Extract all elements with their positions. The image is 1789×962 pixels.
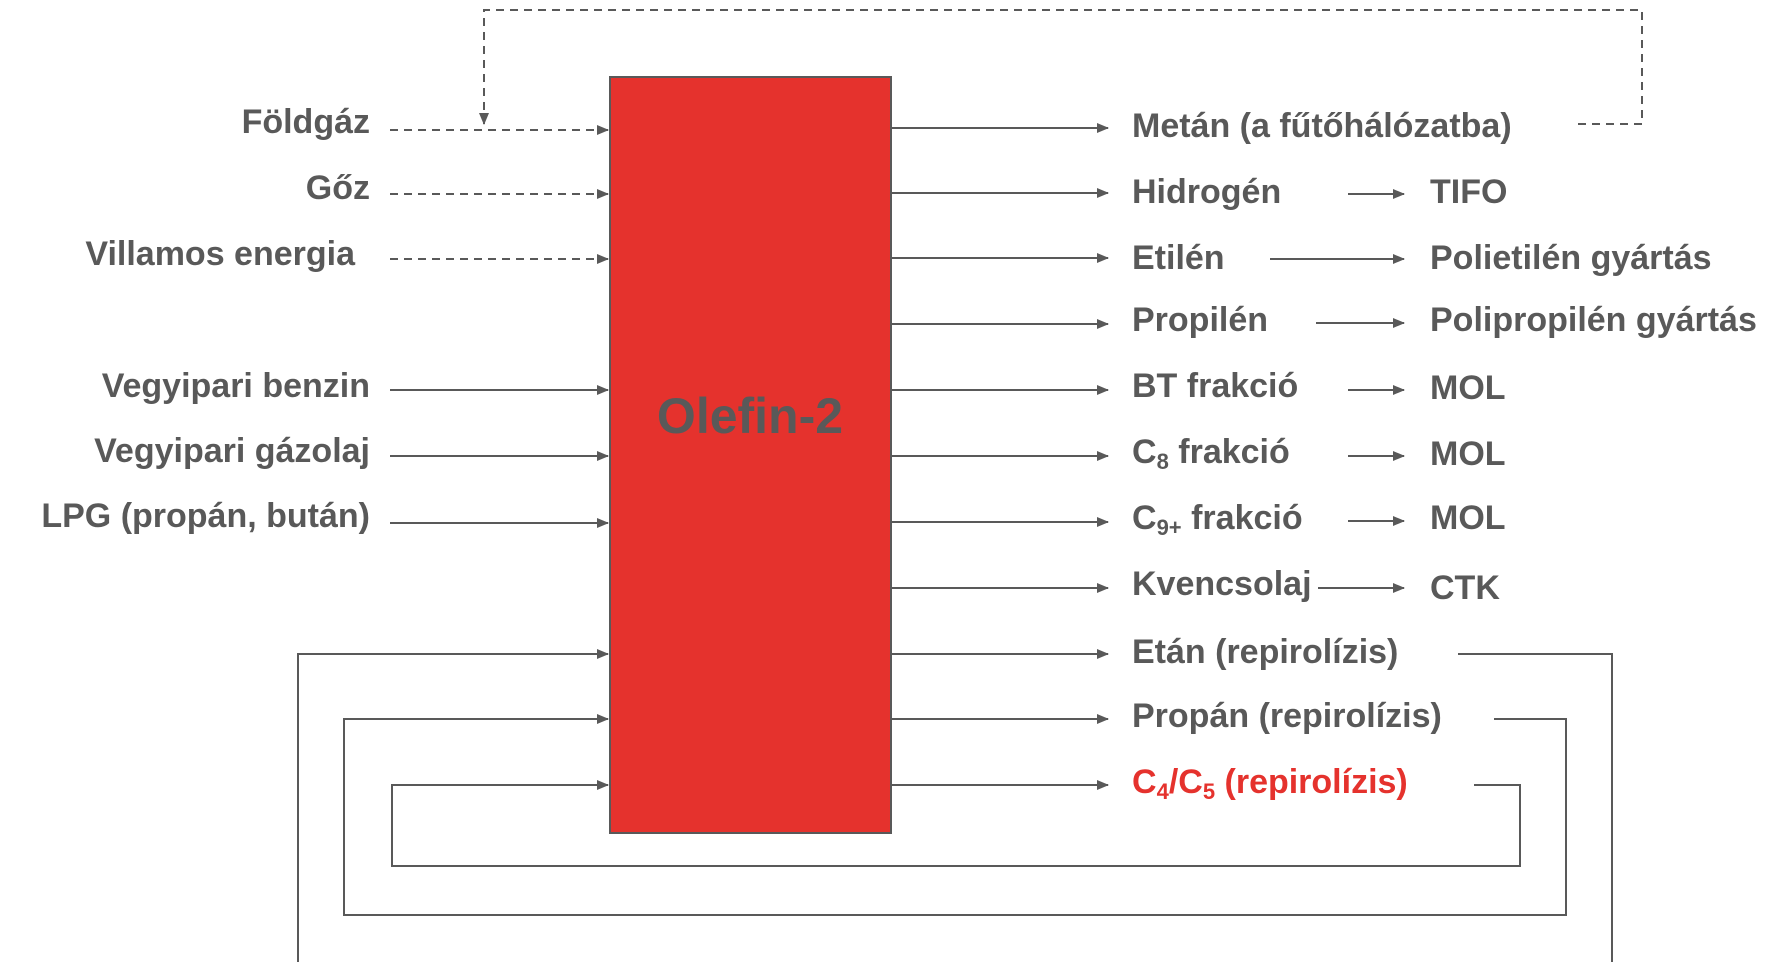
output-label-kvencsolaj: Kvencsolaj	[1132, 565, 1312, 603]
dest-label-polietilen: Polietilén gyártás	[1430, 239, 1712, 277]
c8-rest: frakció	[1169, 433, 1290, 471]
dest-label-mol-3: MOL	[1430, 499, 1506, 537]
output-label-propan: Propán (repirolízis)	[1132, 697, 1442, 735]
dest-label-mol-1: MOL	[1430, 369, 1506, 407]
c4c5-rest: (repirolízis)	[1215, 763, 1408, 801]
c5-base: /C	[1169, 763, 1203, 801]
methane-feedback-line	[479, 9, 1643, 125]
c5-subscript: 5	[1203, 779, 1215, 804]
dest-label-ctk: CTK	[1430, 569, 1500, 607]
recycle-streams: Etán (repirolízis) Propán (repirolízis) …	[297, 633, 1613, 962]
output-label-c4c5: C4/C5 (repirolízis)	[1132, 763, 1408, 804]
output-label-c9-frakcio: C9+ frakció	[1132, 499, 1303, 540]
output-label-etan: Etán (repirolízis)	[1132, 633, 1398, 671]
dest-label-mol-2: MOL	[1430, 435, 1506, 473]
unit-label: Olefin-2	[657, 388, 843, 444]
product-outputs: Metán (a fűtőhálózatba) Hidrogén TIFO Et…	[892, 107, 1757, 607]
c9-base: C	[1132, 499, 1157, 537]
feed-inputs: Vegyipari benzin Vegyipari gázolaj LPG (…	[41, 367, 609, 535]
dest-label-polipropilen: Polipropilén gyártás	[1430, 301, 1757, 339]
dest-label-tifo: TIFO	[1430, 173, 1507, 211]
c4-subscript: 4	[1157, 779, 1170, 804]
olefin-2-unit	[609, 76, 892, 834]
c4-base: C	[1132, 763, 1157, 801]
input-label-lpg: LPG (propán, bután)	[41, 497, 370, 535]
recycle-loop-propan	[343, 714, 1567, 916]
output-label-bt-frakcio: BT frakció	[1132, 367, 1298, 405]
recycle-loop-c4c5	[391, 780, 1521, 867]
input-label-villamos-energia: Villamos energia	[85, 235, 356, 273]
output-label-metan: Metán (a fűtőhálózatba)	[1132, 107, 1512, 145]
c8-subscript: 8	[1157, 449, 1169, 474]
output-label-c8-frakcio: C8 frakció	[1132, 433, 1290, 474]
recycle-loop-etan	[297, 654, 1613, 962]
c8-base: C	[1132, 433, 1157, 471]
c9-rest: frakció	[1182, 499, 1303, 537]
input-label-foldgaz: Földgáz	[242, 103, 370, 141]
input-label-goz: Gőz	[306, 169, 370, 207]
c9-subscript: 9+	[1157, 515, 1182, 540]
output-label-propilen: Propilén	[1132, 301, 1268, 339]
output-label-etilen: Etilén	[1132, 239, 1225, 277]
input-label-vegyipari-benzin: Vegyipari benzin	[102, 367, 370, 405]
input-label-vegyipari-gazolaj: Vegyipari gázolaj	[94, 432, 370, 470]
output-label-hidrogen: Hidrogén	[1132, 173, 1281, 211]
utility-inputs: Földgáz Gőz Villamos energia	[85, 103, 609, 273]
